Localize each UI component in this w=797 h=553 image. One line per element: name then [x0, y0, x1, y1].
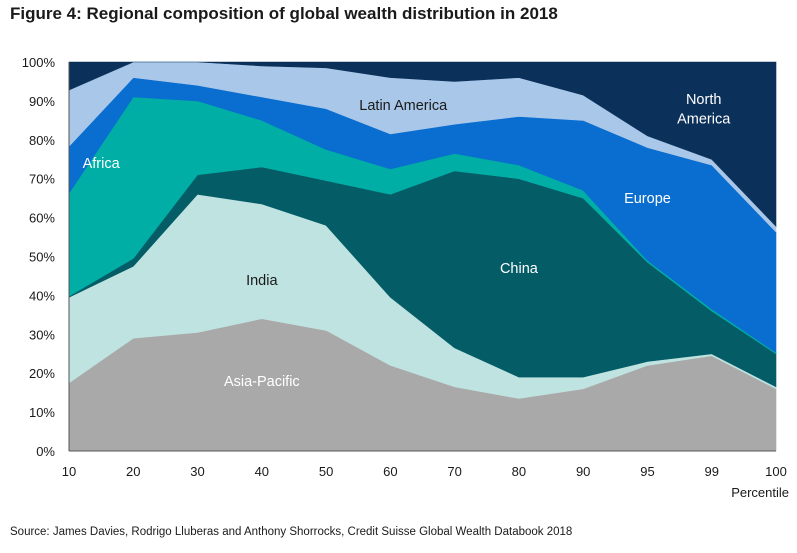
x-axis-label: Percentile: [731, 485, 789, 500]
region-label: India: [246, 273, 278, 289]
y-tick-label: 40%: [29, 288, 55, 303]
x-tick-label: 30: [190, 464, 204, 479]
x-tick-label: 10: [62, 464, 76, 479]
region-labels: Asia-Pacific India China Africa Europe Latin …: [83, 92, 732, 390]
region-label: Asia-Pacific: [224, 374, 300, 390]
region-label: Africa: [83, 156, 121, 172]
x-tick-label: 95: [640, 464, 654, 479]
region-label: America: [677, 111, 731, 127]
region-label: Europe: [624, 191, 671, 207]
stacked-area-chart: 0% 10% 20% 30% 40% 50% 60% 70% 80% 90% 100% 10 20 30…: [22, 55, 789, 500]
y-tick-label: 10%: [29, 405, 55, 420]
y-tick-label: 70%: [29, 172, 55, 187]
x-tick-label: 60: [383, 464, 397, 479]
x-tick-label: 90: [576, 464, 590, 479]
x-tick-label: 80: [512, 464, 526, 479]
y-tick-labels: 0% 10% 20% 30% 40% 50% 60% 70% 80% 90% 100%: [22, 55, 56, 459]
y-tick-label: 50%: [29, 250, 55, 265]
area-north-america: [68, 61, 777, 227]
axes: [68, 62, 776, 452]
y-tick-label: 100%: [22, 55, 56, 70]
y-tick-label: 30%: [29, 327, 55, 342]
area-layers: [68, 61, 777, 452]
x-tick-label: 99: [704, 464, 718, 479]
x-tick-label: 100: [765, 464, 787, 479]
chart-title: Figure 4: Regional composition of global…: [10, 4, 558, 23]
region-label: China: [500, 261, 539, 277]
region-label: Latin America: [359, 98, 448, 114]
x-tick-label: 70: [447, 464, 461, 479]
y-tick-label: 90%: [29, 94, 55, 109]
y-tick-label: 60%: [29, 211, 55, 226]
x-tick-labels: 10 20 30 40 50 60 70 80 90 95 99 100: [62, 464, 787, 479]
x-tick-label: 20: [126, 464, 140, 479]
region-label: North: [686, 92, 721, 108]
x-tick-label: 40: [255, 464, 269, 479]
y-tick-label: 0%: [36, 444, 55, 459]
y-tick-label: 20%: [29, 366, 55, 381]
x-tick-label: 50: [319, 464, 333, 479]
source-note: Source: James Davies, Rodrigo Lluberas a…: [10, 526, 573, 538]
y-tick-label: 80%: [29, 133, 55, 148]
